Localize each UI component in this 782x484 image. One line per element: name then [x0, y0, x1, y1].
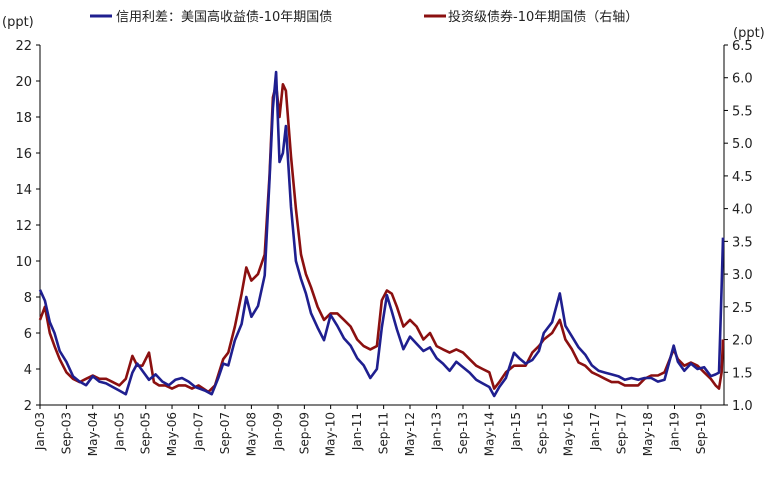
x-tick-label: Jan-09: [271, 412, 285, 451]
x-tick-label: Sep-03: [59, 412, 73, 454]
y-left-tick-label: 18: [15, 111, 32, 126]
y-right-tick-label: 2.0: [732, 334, 753, 349]
x-tick-label: Sep-15: [535, 412, 549, 454]
y-left-tick-label: 16: [15, 147, 32, 162]
y-left-tick-label: 6: [24, 327, 32, 342]
x-tick-label: Jan-13: [430, 412, 444, 451]
x-tick-label: May-08: [244, 412, 258, 456]
y-left-tick-label: 20: [15, 75, 32, 90]
y-right-tick-label: 5.0: [732, 137, 753, 152]
x-tick-label: Sep-17: [615, 412, 629, 454]
y-left-tick-label: 22: [15, 39, 32, 54]
y-right-tick-label: 3.5: [732, 235, 753, 250]
x-tick-label: May-18: [641, 412, 655, 456]
x-tick-label: Sep-13: [456, 412, 470, 454]
x-tick-label: Sep-09: [297, 412, 311, 454]
left-axis-unit: (ppt): [2, 15, 34, 30]
y-left-tick-label: 12: [15, 219, 32, 234]
y-left-tick-label: 4: [24, 363, 32, 378]
legend-label-investment-grade: 投资级债券-10年期国债（右轴）: [448, 9, 638, 25]
y-left-tick-label: 8: [24, 291, 32, 306]
series-lines: [38, 70, 725, 398]
y-right-tick-label: 6.0: [732, 72, 753, 87]
series-line-investment-grade: [38, 83, 725, 394]
x-tick-label: Jan-05: [112, 412, 126, 451]
y-right-tick-label: 5.5: [732, 104, 753, 119]
y-right-tick-label: 2.5: [732, 301, 753, 316]
y-right-tick-label: 1.0: [732, 399, 753, 414]
x-tick-label: Sep-07: [218, 412, 232, 454]
axes: 2 4 6 8 10 12 14 16 18 20 22 1.0 1.5 2.0 2.5 3.0 3.5 4.0 4…: [15, 39, 752, 456]
y-right-tick-label: 4.5: [732, 170, 753, 185]
x-tick-label: May-14: [482, 412, 496, 456]
x-tick-label: Sep-05: [139, 412, 153, 454]
x-tick-label: Jan-17: [588, 412, 602, 451]
x-tick-label: May-04: [86, 412, 100, 456]
y-right-tick-label: 1.5: [732, 366, 753, 381]
legend-item-high-yield: 信用利差：美国高收益债-10年期国债: [90, 9, 332, 25]
x-tick-label: Jan-03: [33, 412, 47, 451]
x-tick-label: May-16: [562, 412, 576, 456]
x-tick-label: May-10: [324, 412, 338, 456]
y-right-tick-label: 6.5: [732, 39, 753, 54]
legend-label-high-yield: 信用利差：美国高收益债-10年期国债: [116, 9, 332, 25]
x-tick-label: Jan-07: [192, 412, 206, 451]
legend: 信用利差：美国高收益债-10年期国债 投资级债券-10年期国债（右轴）: [90, 9, 638, 25]
x-tick-label: Jan-11: [350, 412, 364, 451]
right-axis-unit: (ppt): [733, 26, 765, 41]
x-tick-label: May-12: [403, 412, 417, 456]
y-left-tick-label: 10: [15, 255, 32, 270]
y-left-tick-label: 14: [15, 183, 32, 198]
x-tick-label: Jan-19: [667, 412, 681, 451]
x-tick-label: Jan-15: [509, 412, 523, 451]
x-tick-label: Sep-19: [694, 412, 708, 454]
y-right-tick-label: 3.0: [732, 268, 753, 283]
y-right-tick-label: 4.0: [732, 203, 753, 218]
legend-item-investment-grade: 投资级债券-10年期国债（右轴）: [424, 9, 638, 25]
x-tick-label: May-06: [165, 412, 179, 456]
y-left-tick-label: 2: [24, 399, 32, 414]
x-tick-label: Sep-11: [377, 412, 391, 454]
series-line-high-yield: [38, 70, 725, 398]
